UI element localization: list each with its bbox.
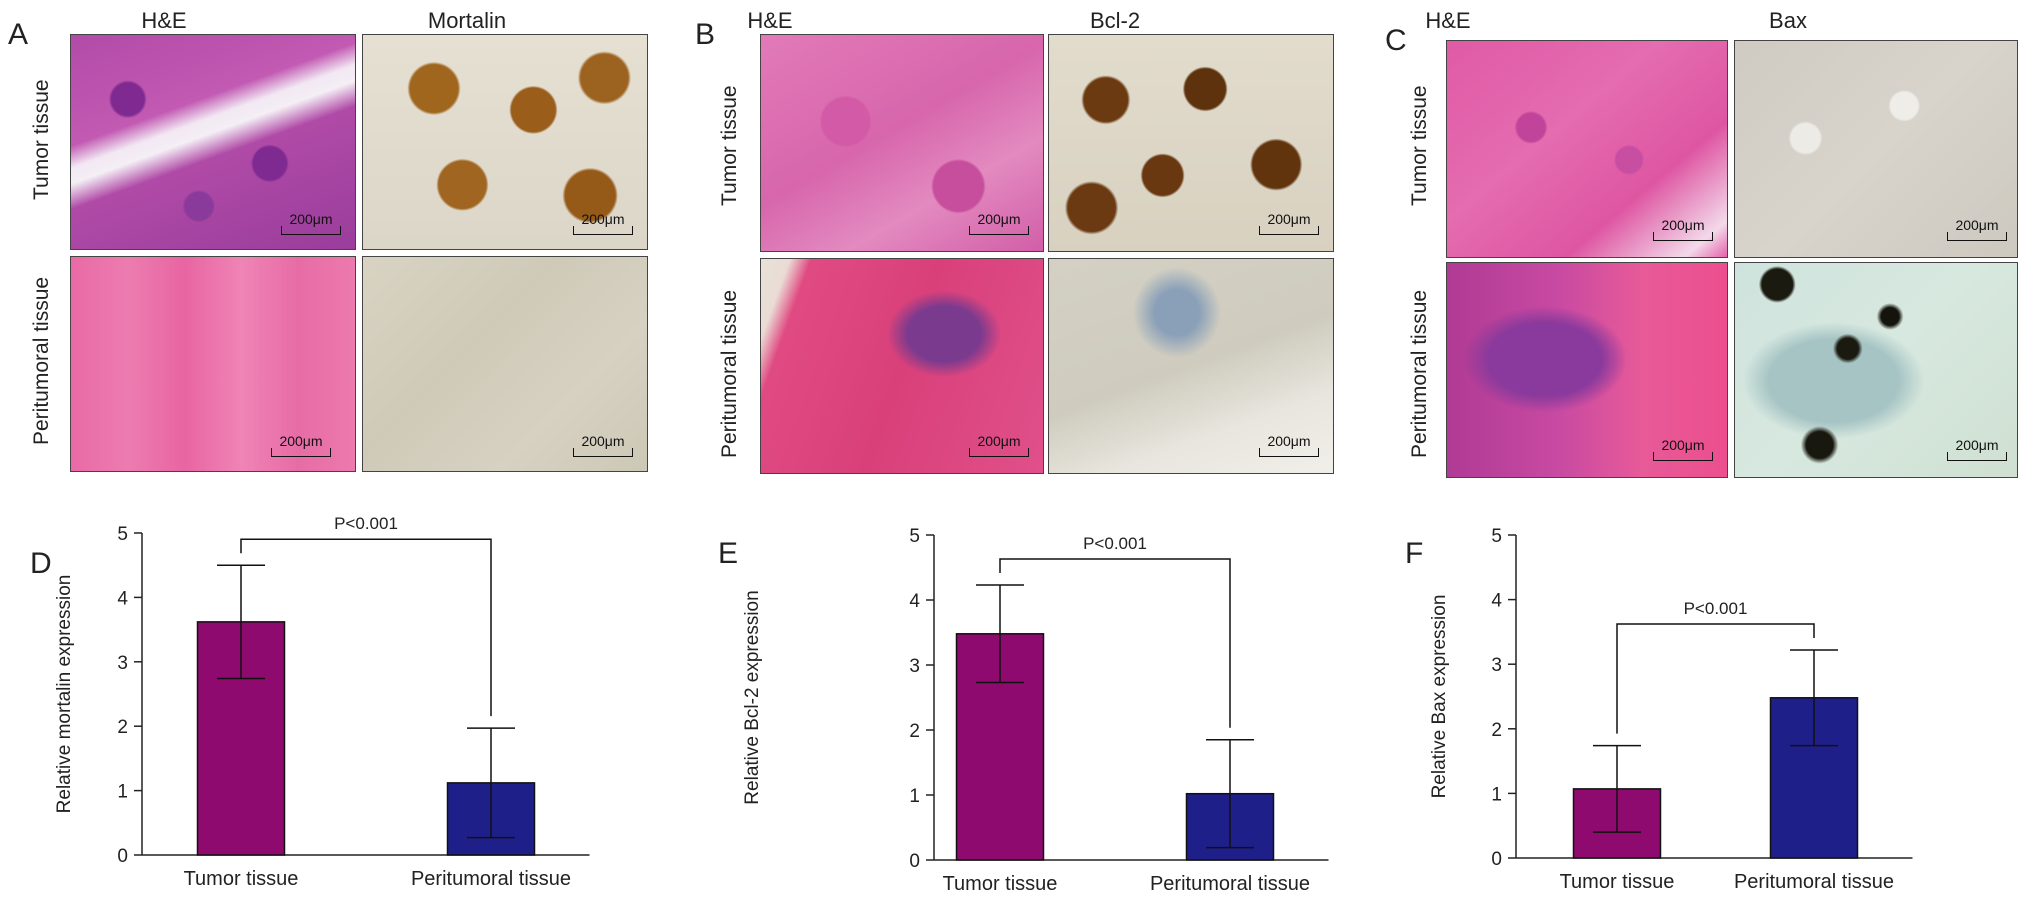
significance-bracket [1616, 623, 1815, 734]
y-axis-label: Relative Bcl-2 expression [742, 590, 763, 804]
scale-bar: 200μm [1259, 433, 1319, 457]
y-tick-label: 2 [117, 717, 128, 738]
p-value-annotation: P<0.001 [334, 514, 398, 533]
panel-letter-a: A [8, 18, 29, 51]
scale-bar: 200μm [1653, 437, 1713, 461]
column-header: Bax [1769, 8, 1807, 33]
scale-bar: 200μm [281, 211, 341, 235]
scale-bar: 200μm [969, 433, 1029, 457]
y-tick-label: 3 [117, 653, 128, 674]
micrograph-ihc-bax-peritumoral: 200μm [1734, 262, 2018, 478]
column-header: H&E [1425, 8, 1471, 33]
scale-bar: 200μm [573, 211, 633, 235]
p-value-annotation: P<0.001 [1083, 534, 1147, 553]
column-header: Mortalin [427, 8, 507, 33]
x-category-label: Tumor tissue [184, 868, 299, 890]
micrograph-ihc-bcl2-peritumoral: 200μm [1048, 258, 1334, 474]
p-value-annotation: P<0.001 [1684, 599, 1748, 618]
micrograph-he-tumor: 200μm [1446, 40, 1728, 258]
micrograph-he-tumor: 200μm [760, 34, 1044, 252]
panel-letter: D [30, 547, 52, 580]
significance-bracket [999, 558, 1231, 728]
panel-letter: F [1405, 537, 1423, 570]
micrograph-he-tumor: 200μm [70, 34, 356, 250]
panel-letter-c: C [1385, 24, 1407, 57]
x-category-label: Tumor tissue [1560, 871, 1675, 893]
y-tick-label: 3 [909, 656, 920, 677]
scale-bar: 200μm [271, 433, 331, 457]
scale-bar: 200μm [1947, 437, 2007, 461]
micrograph-ihc-mortalin-peritumoral: 200μm [362, 256, 648, 472]
y-tick-label: 1 [117, 782, 128, 803]
x-category-label: Peritumoral tissue [1734, 871, 1894, 893]
column-header: Bcl-2 [1089, 8, 1141, 33]
x-category-label: Peritumoral tissue [411, 868, 571, 890]
column-header: H&E [747, 8, 793, 33]
y-tick-label: 0 [1491, 849, 1502, 870]
micrograph-ihc-bcl2-tumor: 200μm [1048, 34, 1334, 252]
significance-bracket [240, 538, 492, 717]
micrograph-ihc-bax-tumor: 200μm [1734, 40, 2018, 258]
scale-bar: 200μm [969, 211, 1029, 235]
scale-bar: 200μm [573, 433, 633, 457]
y-tick-label: 1 [909, 786, 920, 807]
y-axis-label: Relative Bax expression [1429, 595, 1450, 799]
micrograph-ihc-mortalin-tumor: 200μm [362, 34, 648, 250]
y-tick-label: 4 [909, 591, 920, 612]
panel-letter: E [718, 537, 738, 570]
panel-letter-b: B [695, 18, 716, 51]
y-tick-label: 4 [1491, 591, 1502, 612]
y-tick-label: 4 [117, 588, 128, 609]
micrograph-he-peritumoral: 200μm [70, 256, 356, 472]
x-category-label: Peritumoral tissue [1150, 873, 1310, 895]
micrograph-he-peritumoral: 200μm [760, 258, 1044, 474]
y-tick-label: 0 [909, 851, 920, 872]
x-category-label: Tumor tissue [943, 873, 1058, 895]
y-tick-label: 1 [1491, 784, 1502, 805]
y-tick-label: 2 [909, 721, 920, 742]
micrograph-he-peritumoral: 200μm [1446, 262, 1728, 478]
scale-bar: 200μm [1947, 217, 2007, 241]
y-tick-label: 5 [909, 526, 920, 547]
y-tick-label: 5 [1491, 526, 1502, 547]
y-tick-label: 2 [1491, 720, 1502, 741]
scale-bar: 200μm [1259, 211, 1319, 235]
column-header: H&E [141, 8, 187, 33]
y-tick-label: 3 [1491, 655, 1502, 676]
y-axis-label: Relative mortalin expression [54, 575, 75, 814]
y-tick-label: 5 [117, 524, 128, 545]
y-tick-label: 0 [117, 846, 128, 867]
scale-bar: 200μm [1653, 217, 1713, 241]
